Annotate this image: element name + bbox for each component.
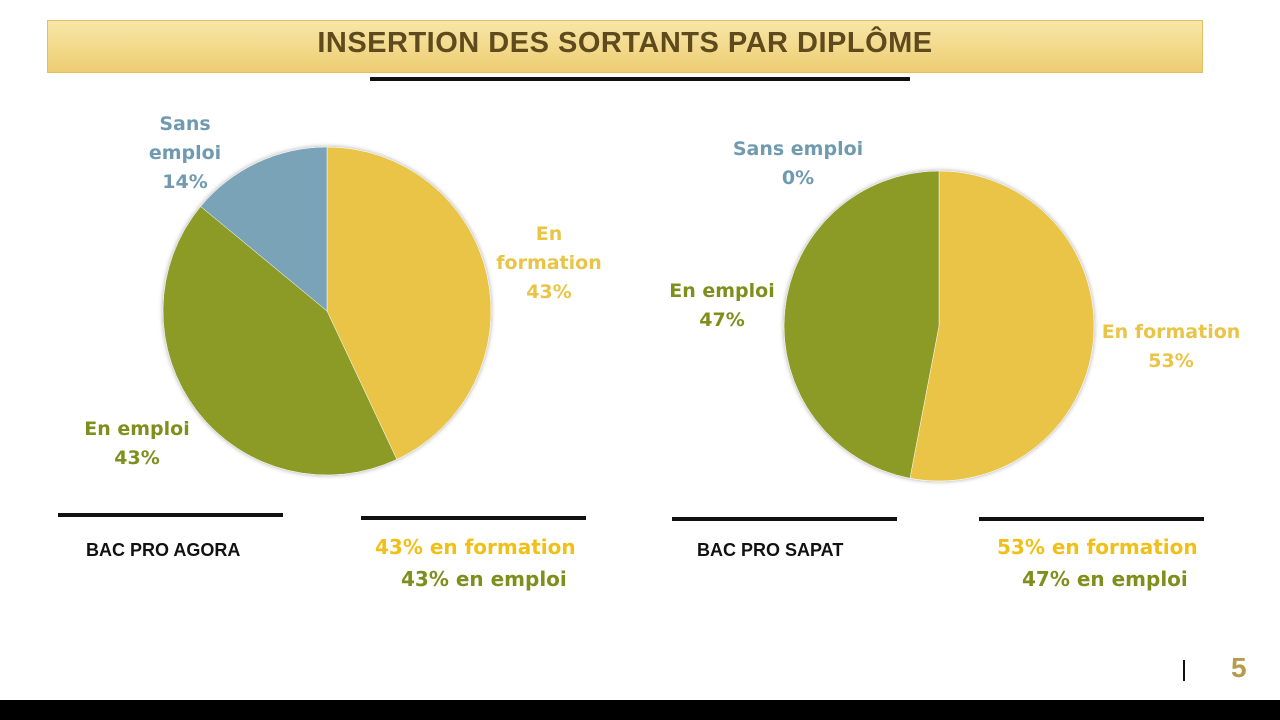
divider-sapat-summary	[979, 517, 1204, 521]
page-title: INSERTION DES SORTANTS PAR DIPLÔME	[317, 27, 933, 59]
pie2-slice-emploi	[783, 170, 940, 479]
pie2-label-sans-emploi-line1: Sans emploi	[732, 138, 864, 160]
pie1-label-emploi: En emploi 43%	[82, 415, 192, 473]
pie1-slice-sans-emploi	[200, 146, 328, 312]
divider-agora-label	[58, 513, 283, 517]
pie2-label-sans-emploi-percent: 0%	[781, 167, 815, 189]
pie1-label-sans-emploi-line1: Sans	[159, 113, 211, 135]
pie-chart-1	[162, 146, 492, 476]
pie1-label-emploi-line1: En emploi	[84, 418, 190, 440]
title-banner: INSERTION DES SORTANTS PAR DIPLÔME	[47, 20, 1203, 73]
pie1-label-sans-emploi-percent: 14%	[162, 171, 208, 193]
divider-agora-summary	[361, 516, 586, 520]
agora-summary-emploi: 43% en emploi	[401, 567, 567, 591]
pie1-slice-emploi	[162, 206, 398, 476]
page-number: 5	[1231, 652, 1247, 683]
footer-bar	[0, 700, 1280, 720]
sapat-summary-emploi: 47% en emploi	[1022, 567, 1188, 591]
pie1-label-emploi-percent: 43%	[114, 447, 160, 469]
pie-chart-2	[783, 170, 1095, 482]
pie2-slice-formation	[909, 170, 1095, 482]
pie2-label-formation-line1: En formation	[1101, 321, 1241, 343]
pie2-label-formation-percent: 53%	[1148, 350, 1194, 372]
divider-sapat-label	[672, 517, 897, 521]
pie2-label-sans-emploi: Sans emploi 0%	[728, 135, 868, 193]
diploma-label-agora: BAC PRO AGORA	[86, 540, 241, 560]
title-underline	[370, 77, 910, 81]
pie1-label-formation-percent: 43%	[526, 281, 572, 303]
pie2-label-emploi: En emploi 47%	[667, 277, 777, 335]
pie2-label-emploi-line1: En emploi	[669, 280, 775, 302]
sapat-summary-formation: 53% en formation	[997, 535, 1198, 559]
pie1-slice-formation	[326, 146, 492, 460]
pie2-label-formation: En formation 53%	[1100, 318, 1242, 376]
pie1-label-formation-line2: formation	[496, 252, 602, 274]
pie1-label-sans-emploi: Sans emploi 14%	[130, 110, 240, 197]
pie2-label-emploi-percent: 47%	[699, 309, 745, 331]
diploma-label-sapat: BAC PRO SAPAT	[697, 540, 844, 560]
pie1-label-formation: En formation 43%	[494, 220, 604, 307]
pie1-label-formation-line1: En	[535, 223, 563, 245]
page-number-separator	[1183, 660, 1185, 681]
pie1-label-sans-emploi-line2: emploi	[148, 142, 222, 164]
agora-summary-formation: 43% en formation	[375, 535, 576, 559]
